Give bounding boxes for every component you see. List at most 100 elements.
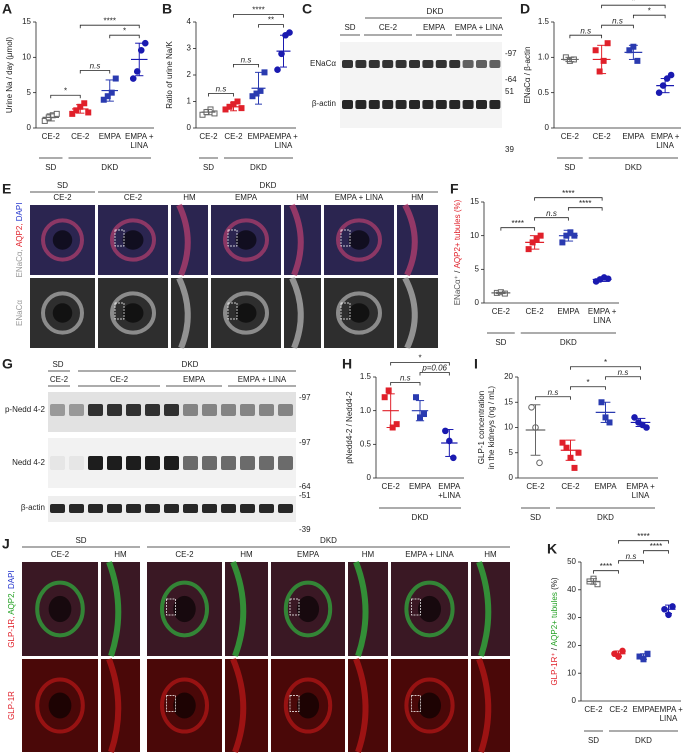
tubule-lumen [52, 230, 73, 250]
category-label: CE-2 [609, 705, 628, 714]
blot-band [126, 456, 141, 470]
data-point [261, 69, 268, 76]
y-tick-label: 50 [567, 557, 576, 566]
blot-band [221, 504, 236, 513]
y-axis-label: Ratio of urine Na/K [165, 41, 174, 109]
row-label-part: GLP-1R [7, 691, 16, 720]
data-point [604, 275, 612, 283]
y-axis-label-part: GLP-1 concentration [477, 391, 486, 464]
zoom-box [114, 229, 125, 247]
tubule-stain [223, 218, 269, 262]
tubule-stain [402, 203, 418, 277]
panel-letter: F [450, 181, 459, 197]
mw-marker: -97 [299, 393, 311, 402]
blot-band [88, 504, 103, 513]
category-label: CE-2 [584, 705, 603, 714]
tubule-lumen [173, 595, 196, 623]
column-label: CE-2 [124, 193, 143, 202]
y-axis-label-part: Urine Na / day (μmol) [5, 37, 14, 114]
data-point [53, 110, 60, 117]
group-label: DKD [635, 736, 652, 745]
group-label: DKD [427, 7, 444, 16]
significance-label: * [418, 354, 421, 363]
blot-band [476, 60, 487, 68]
blot-band [259, 456, 274, 470]
zoom-box [340, 229, 351, 247]
tubule-stain [353, 657, 369, 753]
blot-band [449, 100, 461, 109]
blot-band [107, 404, 122, 416]
blot-band [107, 504, 122, 513]
data-point [133, 68, 141, 75]
tubule-lumen [48, 692, 72, 719]
significance-bracket [109, 34, 140, 39]
y-axis-label-part: GLP-1R⁺ [550, 652, 559, 685]
significance-label: n.s [241, 55, 252, 64]
tubule-lumen [417, 692, 442, 719]
data-point [604, 40, 611, 47]
category-label: EMPA [622, 132, 645, 141]
blot-band [462, 60, 474, 68]
group-label: SD [52, 360, 63, 369]
category-label: EMPA + LINA [587, 307, 617, 325]
zoom-box [411, 598, 421, 616]
significance-bracket [79, 70, 111, 74]
blot-band [259, 404, 274, 416]
tubule-stain [402, 276, 418, 350]
blot-band [342, 100, 353, 109]
blot-band [435, 60, 447, 68]
blot-band [422, 100, 434, 109]
y-tick-label: 5 [509, 448, 514, 457]
y-tick-label: 0 [509, 473, 514, 482]
data-point [643, 424, 650, 431]
blot-band [88, 456, 103, 470]
significance-bracket [258, 24, 284, 28]
tubule-stain [160, 677, 209, 734]
group-label: SD [495, 338, 506, 347]
data-point [286, 29, 293, 36]
group-label: DKD [625, 163, 642, 172]
blot-band [50, 504, 65, 513]
data-point [100, 96, 107, 103]
data-point [559, 239, 566, 246]
blot-band [164, 504, 179, 513]
blot-band [382, 100, 394, 109]
tubule-stain [336, 218, 382, 262]
column-label: EMPA [297, 550, 320, 559]
panel-letter: K [547, 541, 557, 557]
significance-label: * [604, 358, 607, 367]
y-tick-label: 20 [504, 372, 513, 381]
tubule-stain [106, 657, 122, 753]
blot-band [240, 456, 255, 470]
tubule-lumen [348, 303, 370, 323]
y-tick-label: 0 [545, 123, 550, 132]
significance-label: n.s [400, 374, 411, 383]
category-label: CE-2 [381, 482, 400, 491]
blot-band [259, 504, 274, 513]
zoom-box [227, 302, 238, 320]
significance-label: **** [650, 542, 662, 551]
row-label: β-actin [312, 99, 336, 108]
category-label: EMPA + LINA [650, 132, 680, 150]
lane-label: EMPA + LINA [238, 375, 287, 384]
significance-label: n.s [612, 16, 623, 25]
y-tick-label: 3 [187, 44, 192, 53]
tubule-lumen [122, 303, 144, 323]
lane-label: CE-2 [50, 375, 69, 384]
micrograph [225, 562, 268, 656]
tubule-stain [41, 218, 84, 262]
tubule-stain [476, 560, 492, 657]
category-label: CE-2 [525, 307, 544, 316]
blot-band [202, 456, 217, 470]
blot-band [126, 404, 141, 416]
blot-band [126, 504, 141, 513]
significance-bracket [233, 63, 259, 68]
blot-band [202, 404, 217, 416]
significance-label: n.s [216, 85, 227, 94]
significance-label: n.s [626, 552, 637, 561]
mw-marker: 51 [505, 87, 514, 96]
blot-band [435, 100, 447, 109]
data-point [234, 98, 241, 105]
column-label: HM [362, 550, 375, 559]
